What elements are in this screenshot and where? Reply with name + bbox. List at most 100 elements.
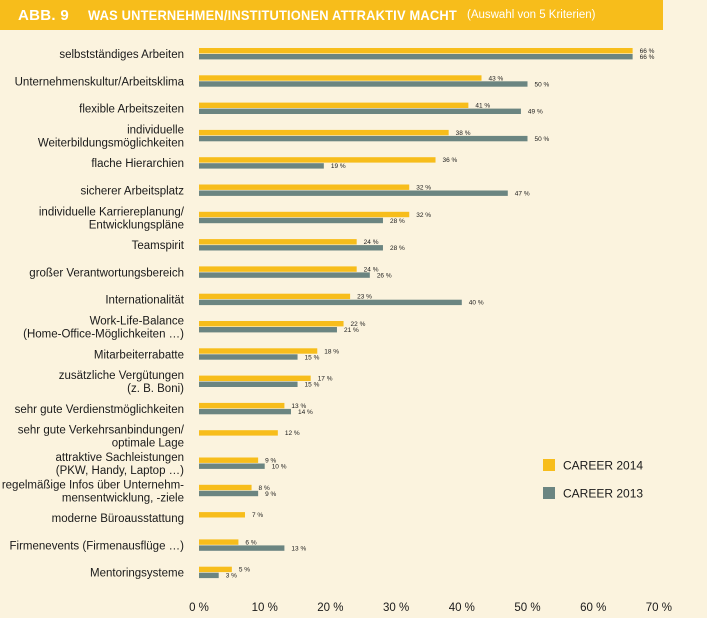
bar-career-2014 — [199, 266, 357, 272]
x-tick-label: 50 % — [514, 602, 540, 614]
category-label: (Home-Office-Möglichkeiten …) — [23, 329, 184, 341]
bar-career-2013 — [199, 408, 291, 415]
bar-career-2014 — [199, 348, 318, 354]
data-label: 24 % — [364, 239, 379, 246]
bar-career-2014 — [199, 184, 410, 190]
category-label: individuelle — [127, 124, 184, 136]
data-label: 40 % — [469, 300, 484, 307]
bar-career-2013 — [199, 135, 528, 142]
category-label: attraktive Sachleistungen — [56, 452, 185, 464]
category-label: mensentwicklung, -ziele — [62, 492, 184, 504]
category-label: flexible Arbeitszeiten — [79, 104, 184, 116]
category-label: optimale Lage — [112, 438, 184, 450]
data-label: 50 % — [535, 136, 550, 143]
bar-career-2014 — [199, 293, 351, 300]
data-label: 28 % — [390, 218, 405, 225]
data-label: 8 % — [259, 485, 270, 492]
data-label: 17 % — [318, 376, 333, 383]
bar-career-2014 — [199, 512, 245, 518]
data-label: 15 % — [305, 382, 320, 389]
x-tick-label: 20 % — [317, 602, 343, 614]
chart-title: WAS UNTERNEHMEN/INSTITUTIONEN ATTRAKTIV … — [88, 7, 457, 23]
bar-career-2014 — [199, 539, 239, 545]
data-label: 43 % — [489, 75, 504, 82]
category-label: selbstständiges Arbeiten — [59, 49, 184, 61]
data-label: 5 % — [239, 567, 250, 574]
category-label: Mitarbeiterrabatte — [94, 349, 184, 361]
data-label: 13 % — [291, 545, 306, 552]
bar-career-2013 — [199, 217, 383, 224]
category-label: sicherer Arbeitsplatz — [80, 186, 184, 198]
data-label: 49 % — [528, 109, 543, 116]
bar-career-2013 — [199, 381, 298, 387]
bar-career-2014 — [199, 402, 285, 409]
data-label: 13 % — [291, 403, 306, 410]
bar-career-2014 — [199, 430, 278, 436]
bar-career-2014 — [199, 211, 410, 218]
category-label: moderne Büroausstattung — [52, 513, 184, 525]
category-label: (PKW, Handy, Laptop …) — [56, 465, 184, 477]
bar-career-2014 — [199, 157, 436, 163]
data-label: 26 % — [377, 272, 392, 279]
bar-career-2014 — [199, 75, 482, 81]
data-label: 14 % — [298, 409, 313, 416]
bar-career-2013 — [199, 108, 521, 114]
category-label: zusätzliche Vergütungen — [59, 370, 184, 382]
data-label: 66 % — [640, 54, 655, 61]
bar-career-2013 — [199, 299, 462, 306]
data-label: 47 % — [515, 191, 530, 198]
data-label: 19 % — [331, 163, 346, 170]
data-label: 15 % — [305, 354, 320, 361]
category-label: Weiterbildungsmöglichkeiten — [38, 137, 184, 149]
category-label: Teamspirit — [132, 240, 185, 252]
category-label: sehr gute Verkehrsanbindungen/ — [18, 425, 185, 437]
chart-header: ABB. 9 WAS UNTERNEHMEN/INSTITUTIONEN ATT… — [0, 0, 663, 30]
category-label: Work-Life-Balance — [90, 316, 184, 328]
category-label: großer Verantwortungsbereich — [29, 267, 184, 279]
x-tick-label: 10 % — [252, 602, 278, 614]
bar-career-2014 — [199, 129, 449, 136]
bar-career-2013 — [199, 190, 508, 196]
bar-career-2013 — [199, 490, 259, 497]
data-label: 9 % — [265, 491, 276, 498]
bar-career-2014 — [199, 566, 232, 573]
legend-label: CAREER 2013 — [563, 487, 643, 501]
category-label: regelmäßige Infos über Unternehm- — [2, 479, 184, 491]
category-label: Entwicklungspläne — [89, 219, 184, 231]
chart-subtitle: (Auswahl von 5 Kriterien) — [466, 9, 596, 21]
bar-career-2014 — [199, 239, 357, 245]
bar-career-2013 — [199, 245, 383, 251]
bar-career-2013 — [199, 54, 633, 60]
x-tick-label: 70 % — [646, 602, 672, 614]
data-label: 32 % — [416, 212, 431, 219]
bar-career-2014 — [199, 484, 252, 491]
data-label: 22 % — [351, 321, 366, 328]
bar-career-2014 — [199, 457, 259, 463]
bar-career-2013 — [199, 463, 265, 469]
category-label: individuelle Karriereplanung/ — [39, 206, 185, 218]
bar-career-2013 — [199, 327, 337, 333]
bar-career-2013 — [199, 354, 298, 360]
legend-label: CAREER 2014 — [563, 459, 643, 473]
figure-label: ABB. 9 — [18, 6, 69, 24]
category-label: (z. B. Boni) — [127, 383, 184, 395]
category-label: Firmenevents (Firmenausflüge …) — [10, 540, 185, 552]
data-label: 3 % — [226, 573, 237, 580]
data-label: 50 % — [535, 81, 550, 88]
data-label: 28 % — [390, 245, 405, 252]
x-tick-label: 40 % — [449, 602, 475, 614]
bar-career-2013 — [199, 163, 324, 169]
data-label: 23 % — [357, 294, 372, 301]
x-tick-label: 60 % — [580, 602, 606, 614]
data-label: 38 % — [456, 130, 471, 137]
bar-career-2013 — [199, 572, 219, 579]
legend-swatch-career-2013 — [543, 487, 555, 499]
category-label: Unternehmenskultur/Arbeitsklima — [15, 76, 185, 88]
x-tick-label: 0 % — [189, 602, 209, 614]
data-label: 32 % — [416, 185, 431, 192]
x-tick-label: 30 % — [383, 602, 409, 614]
data-label: 41 % — [475, 103, 490, 110]
category-label: flache Hierarchien — [91, 158, 184, 170]
data-label: 36 % — [443, 157, 458, 164]
bar-career-2014 — [199, 102, 469, 108]
